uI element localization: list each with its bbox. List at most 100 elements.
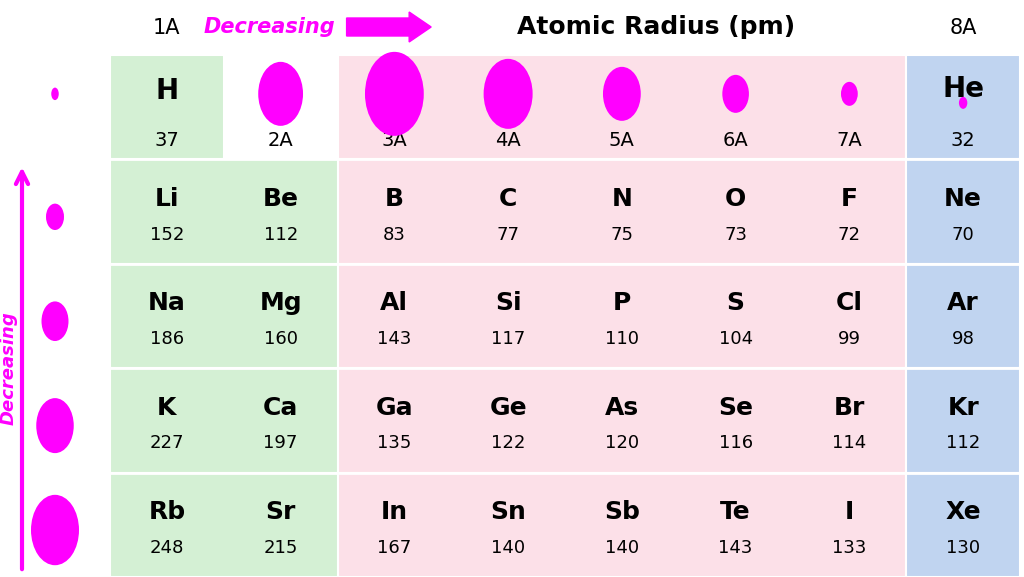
- Ellipse shape: [958, 97, 968, 109]
- Text: 75: 75: [610, 226, 634, 243]
- Ellipse shape: [46, 204, 63, 230]
- Bar: [906, 264, 1020, 368]
- Text: 6A: 6A: [723, 131, 749, 150]
- Text: Atomic Radius (pm): Atomic Radius (pm): [517, 15, 795, 39]
- Text: 4A: 4A: [496, 131, 521, 150]
- Text: Sb: Sb: [604, 500, 640, 524]
- Bar: [338, 55, 906, 159]
- Text: 186: 186: [150, 330, 184, 348]
- Ellipse shape: [365, 52, 424, 136]
- Text: 133: 133: [833, 539, 866, 557]
- Ellipse shape: [36, 398, 74, 453]
- Text: I: I: [845, 500, 854, 524]
- Bar: [338, 264, 906, 368]
- Text: 99: 99: [838, 330, 861, 348]
- Text: Ne: Ne: [944, 187, 982, 211]
- Text: 77: 77: [497, 226, 519, 243]
- Text: 167: 167: [377, 539, 412, 557]
- Text: 72: 72: [838, 226, 861, 243]
- Text: Kr: Kr: [947, 396, 979, 420]
- Text: Be: Be: [262, 187, 299, 211]
- Text: 248: 248: [150, 539, 184, 557]
- Text: 197: 197: [263, 434, 298, 452]
- Text: 122: 122: [490, 434, 525, 452]
- Text: Na: Na: [147, 291, 185, 316]
- Bar: [110, 368, 338, 473]
- Text: 112: 112: [263, 226, 298, 243]
- Bar: [110, 264, 338, 368]
- Text: 140: 140: [492, 539, 525, 557]
- Text: 130: 130: [946, 539, 980, 557]
- Text: 112: 112: [946, 434, 980, 452]
- Ellipse shape: [258, 62, 303, 126]
- Text: 215: 215: [263, 539, 298, 557]
- Bar: [110, 159, 338, 264]
- Text: K: K: [158, 396, 176, 420]
- Bar: [906, 473, 1020, 577]
- Text: 3A: 3A: [382, 131, 408, 150]
- Text: B: B: [385, 187, 403, 211]
- Text: 120: 120: [605, 434, 639, 452]
- Text: Al: Al: [380, 291, 409, 316]
- Text: 135: 135: [377, 434, 412, 452]
- Text: H: H: [156, 77, 178, 105]
- Bar: [906, 368, 1020, 473]
- FancyArrow shape: [346, 12, 431, 42]
- Text: 104: 104: [719, 330, 753, 348]
- Text: 98: 98: [951, 330, 975, 348]
- Text: 140: 140: [605, 539, 639, 557]
- Text: 32: 32: [950, 131, 976, 150]
- Text: 70: 70: [951, 226, 975, 243]
- Text: 5A: 5A: [609, 131, 635, 150]
- Text: In: In: [381, 500, 408, 524]
- Bar: [110, 473, 338, 577]
- Text: 227: 227: [150, 434, 184, 452]
- Text: Rb: Rb: [148, 500, 185, 524]
- Ellipse shape: [841, 82, 858, 106]
- Text: 116: 116: [719, 434, 753, 452]
- Text: N: N: [611, 187, 632, 211]
- Text: Te: Te: [720, 500, 751, 524]
- Text: Li: Li: [155, 187, 179, 211]
- Text: Sn: Sn: [490, 500, 526, 524]
- Text: C: C: [499, 187, 517, 211]
- Text: Br: Br: [834, 396, 865, 420]
- Text: Cl: Cl: [836, 291, 863, 316]
- Text: S: S: [727, 291, 744, 316]
- Text: 2A: 2A: [267, 131, 294, 150]
- Text: Se: Se: [718, 396, 753, 420]
- Text: As: As: [605, 396, 639, 420]
- Text: 143: 143: [377, 330, 412, 348]
- Text: Ga: Ga: [376, 396, 414, 420]
- Bar: [338, 159, 906, 264]
- Text: Ca: Ca: [263, 396, 298, 420]
- Text: 143: 143: [719, 539, 753, 557]
- Text: Decreasing: Decreasing: [0, 312, 18, 425]
- Bar: [338, 368, 906, 473]
- Ellipse shape: [603, 67, 641, 121]
- Text: 37: 37: [155, 131, 179, 150]
- Text: F: F: [841, 187, 858, 211]
- Bar: [906, 55, 1020, 159]
- Text: 110: 110: [605, 330, 639, 348]
- Text: 117: 117: [490, 330, 525, 348]
- Text: 7A: 7A: [837, 131, 862, 150]
- Text: 73: 73: [724, 226, 748, 243]
- Ellipse shape: [483, 59, 532, 129]
- Text: O: O: [725, 187, 746, 211]
- Text: Mg: Mg: [259, 291, 302, 316]
- Text: P: P: [612, 291, 631, 316]
- Bar: [338, 473, 906, 577]
- Text: Ge: Ge: [489, 396, 527, 420]
- Text: 160: 160: [263, 330, 298, 348]
- Text: 1A: 1A: [154, 18, 180, 38]
- Text: 114: 114: [833, 434, 866, 452]
- Text: Xe: Xe: [945, 500, 981, 524]
- Ellipse shape: [31, 495, 79, 565]
- Ellipse shape: [51, 88, 58, 100]
- Text: He: He: [942, 75, 984, 103]
- Text: Si: Si: [495, 291, 521, 316]
- Ellipse shape: [42, 301, 69, 341]
- Bar: [110, 55, 224, 159]
- Bar: [906, 159, 1020, 264]
